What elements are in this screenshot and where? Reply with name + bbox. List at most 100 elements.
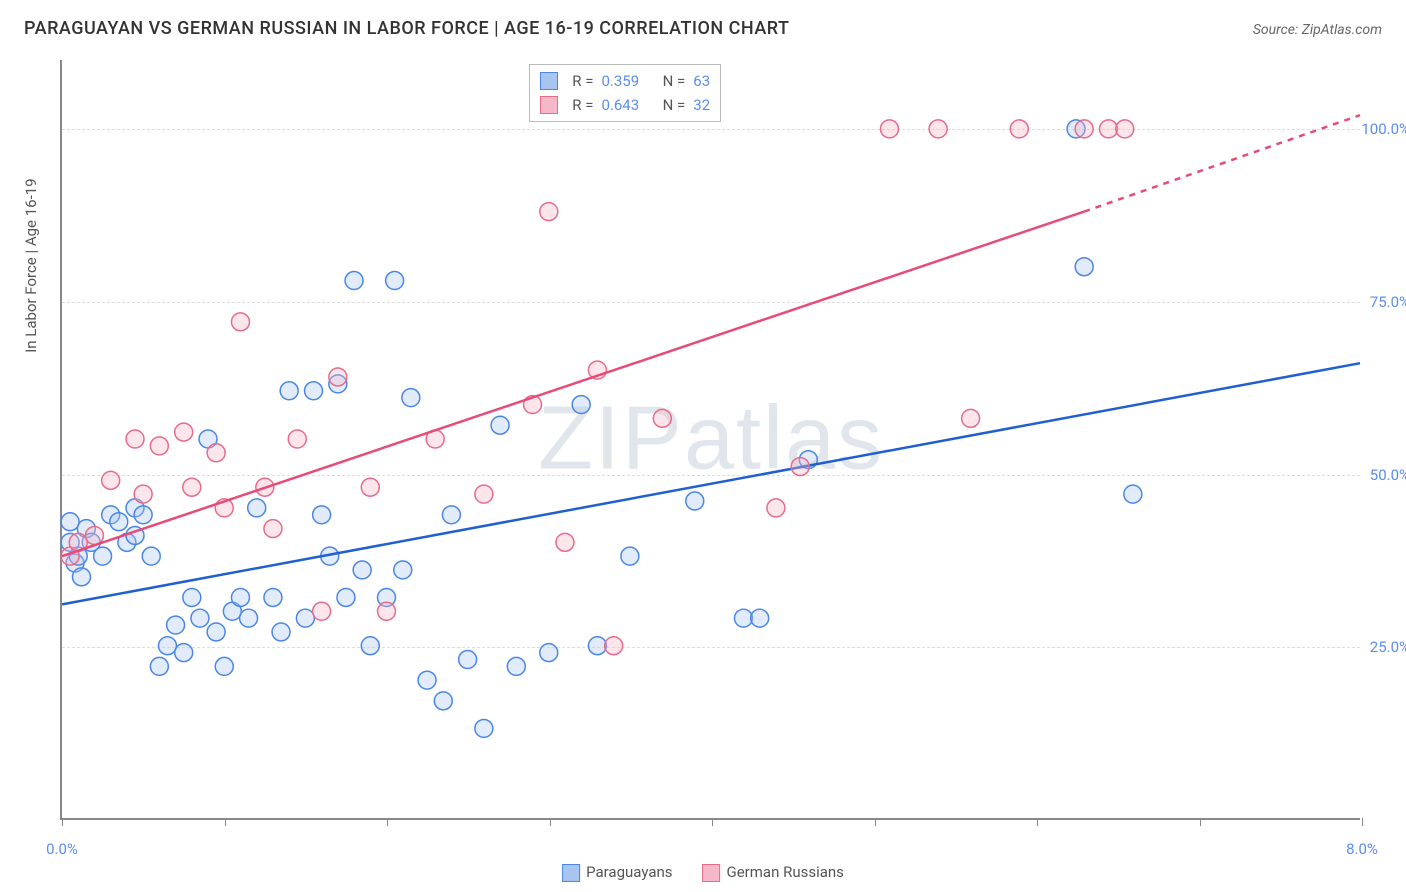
data-point xyxy=(402,389,420,407)
data-point xyxy=(491,416,509,434)
data-point xyxy=(378,602,396,620)
n-label: N = xyxy=(663,69,686,93)
data-point xyxy=(556,533,574,551)
data-point xyxy=(272,623,290,641)
data-point xyxy=(94,547,112,565)
x-tick xyxy=(1200,818,1201,826)
data-point xyxy=(61,513,79,531)
data-point xyxy=(175,423,193,441)
r-value: 0.359 xyxy=(601,69,639,93)
x-tick xyxy=(62,818,63,826)
data-point xyxy=(158,637,176,655)
data-point xyxy=(288,430,306,448)
data-point xyxy=(653,409,671,427)
data-point xyxy=(150,437,168,455)
data-point xyxy=(1124,485,1142,503)
data-point xyxy=(1116,120,1134,138)
data-point xyxy=(191,609,209,627)
data-point xyxy=(475,485,493,503)
data-point xyxy=(305,382,323,400)
data-point xyxy=(434,692,452,710)
legend-swatch xyxy=(540,72,558,90)
data-point xyxy=(345,272,363,290)
data-point xyxy=(751,609,769,627)
data-point xyxy=(183,478,201,496)
data-point xyxy=(296,609,314,627)
data-point xyxy=(605,637,623,655)
data-point xyxy=(85,526,103,544)
data-point xyxy=(962,409,980,427)
y-axis-label: In Labor Force | Age 16-19 xyxy=(22,178,40,352)
data-point xyxy=(442,506,460,524)
n-value: 63 xyxy=(693,69,710,93)
legend-label: Paraguayans xyxy=(586,863,672,881)
data-point xyxy=(240,609,258,627)
data-point xyxy=(280,382,298,400)
data-point xyxy=(1010,120,1028,138)
trend-line xyxy=(62,212,1084,557)
data-point xyxy=(767,499,785,517)
data-point xyxy=(126,430,144,448)
y-tick-label: 25.0% xyxy=(1370,638,1406,656)
x-tick xyxy=(875,818,876,826)
data-point xyxy=(361,478,379,496)
data-point xyxy=(540,644,558,662)
data-point xyxy=(102,471,120,489)
data-point xyxy=(734,609,752,627)
x-tick-label: 8.0% xyxy=(1346,840,1378,858)
data-point xyxy=(929,120,947,138)
n-value: 32 xyxy=(693,93,710,117)
data-point xyxy=(248,499,266,517)
data-point xyxy=(183,589,201,607)
data-point xyxy=(418,671,436,689)
data-point xyxy=(1075,258,1093,276)
legend-swatch xyxy=(540,96,558,114)
y-tick-label: 75.0% xyxy=(1370,293,1406,311)
data-point xyxy=(686,492,704,510)
data-point xyxy=(215,657,233,675)
data-point xyxy=(475,719,493,737)
title-bar: PARAGUAYAN VS GERMAN RUSSIAN IN LABOR FO… xyxy=(24,18,1382,39)
legend-stats-row: R = 0.643 N = 32 xyxy=(540,93,710,117)
data-point xyxy=(231,313,249,331)
data-point xyxy=(167,616,185,634)
data-point xyxy=(72,568,90,586)
data-point xyxy=(134,485,152,503)
x-tick xyxy=(550,818,551,826)
data-point xyxy=(588,637,606,655)
data-point xyxy=(791,458,809,476)
data-point xyxy=(361,637,379,655)
data-point xyxy=(175,644,193,662)
data-point xyxy=(142,547,160,565)
y-tick-label: 50.0% xyxy=(1370,466,1406,484)
legend-item: Paraguayans xyxy=(562,863,672,882)
legend-stats: R = 0.359 N = 63 R = 0.643 N = 32 xyxy=(529,64,721,122)
data-point xyxy=(386,272,404,290)
r-label: R = xyxy=(572,69,593,93)
data-point xyxy=(264,520,282,538)
data-point xyxy=(207,444,225,462)
r-label: R = xyxy=(572,93,593,117)
data-point xyxy=(353,561,371,579)
data-point xyxy=(459,651,477,669)
legend-bottom: ParaguayansGerman Russians xyxy=(562,863,844,882)
data-point xyxy=(540,203,558,221)
x-tick xyxy=(225,818,226,826)
r-value: 0.643 xyxy=(601,93,639,117)
x-tick xyxy=(1362,818,1363,826)
data-point xyxy=(1100,120,1118,138)
scatter-plot xyxy=(62,60,1360,818)
x-tick-label: 0.0% xyxy=(46,840,78,858)
data-point xyxy=(150,657,168,675)
data-point xyxy=(337,589,355,607)
data-point xyxy=(621,547,639,565)
data-point xyxy=(880,120,898,138)
plot-area: ZIPatlas 25.0%50.0%75.0%100.0%0.0%8.0%R … xyxy=(60,60,1360,820)
source-label: Source: ZipAtlas.com xyxy=(1253,22,1382,38)
legend-stats-row: R = 0.359 N = 63 xyxy=(540,69,710,93)
data-point xyxy=(507,657,525,675)
x-tick xyxy=(1037,818,1038,826)
n-label: N = xyxy=(663,93,686,117)
legend-swatch xyxy=(562,864,580,882)
chart-title: PARAGUAYAN VS GERMAN RUSSIAN IN LABOR FO… xyxy=(24,18,789,39)
